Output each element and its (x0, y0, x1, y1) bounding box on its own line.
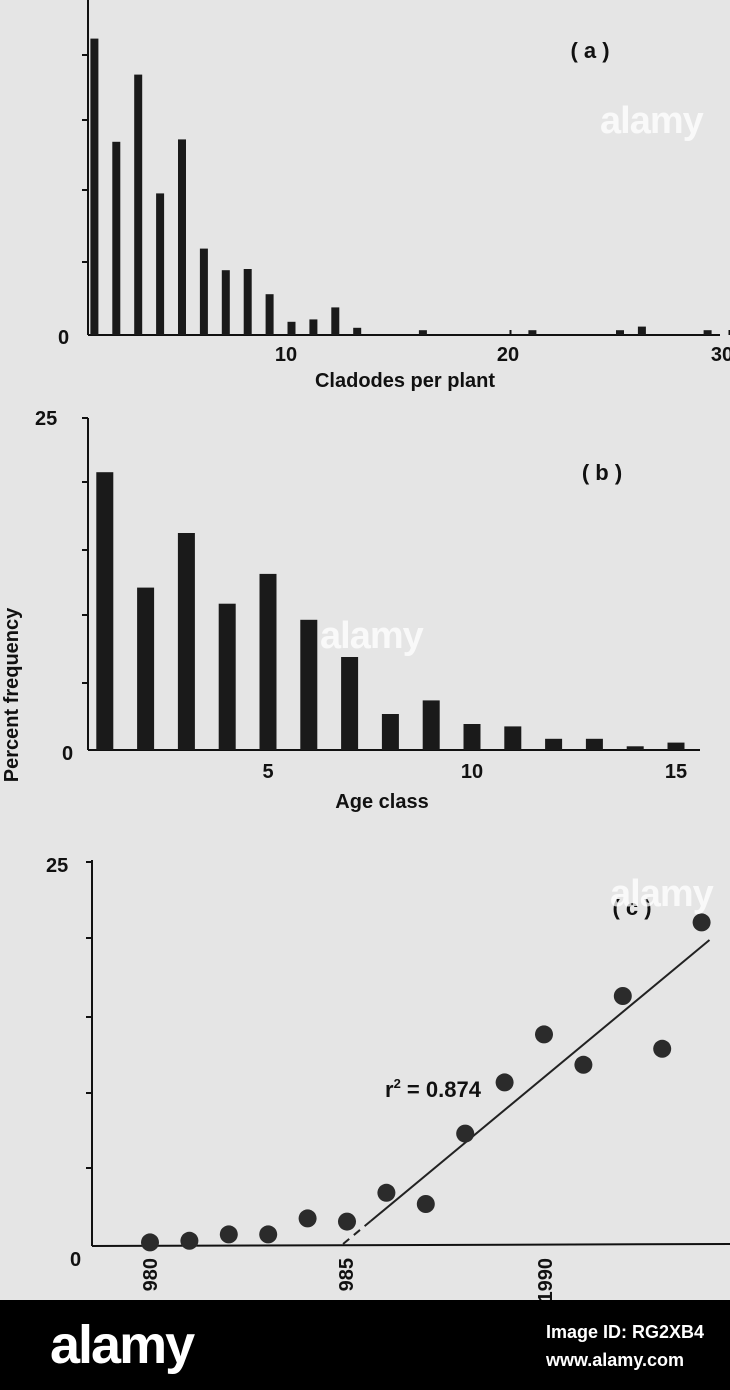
bar (265, 294, 274, 335)
panel-c-x-tick-label: 985 (336, 1258, 358, 1291)
bar (112, 141, 121, 335)
bar (626, 746, 644, 750)
data-point (180, 1231, 199, 1250)
bar (463, 724, 481, 750)
bar (309, 319, 318, 335)
data-point (298, 1209, 317, 1228)
image-id-text: Image ID: RG2XB4 (545, 1322, 704, 1342)
bar (341, 657, 359, 750)
regression-line-dashed-segment (342, 1220, 372, 1245)
panel-c-y-tick-label: 0 (70, 1249, 81, 1271)
bar (585, 738, 603, 750)
image-id-block: Image ID: RG2XB4 www.alamy.com (546, 1318, 704, 1374)
bar (178, 139, 186, 335)
r-squared-value: = 0.874 (401, 1077, 482, 1102)
panel-b-x-axis-title: Age class (335, 791, 428, 813)
panel-c-x-tick-label: 980 (140, 1258, 162, 1291)
bar (177, 533, 195, 750)
bar (259, 573, 277, 750)
bar (637, 326, 646, 335)
panel-a-x-tick-label: 20 (497, 344, 519, 366)
y-axis-title-percent-frequency: Percent frequency (1, 607, 23, 782)
bar (418, 330, 427, 335)
data-point (416, 1195, 435, 1213)
data-point (377, 1183, 396, 1202)
watermark-text: alamy (600, 100, 704, 142)
bar (218, 603, 236, 750)
panel-b-x-tick-label: 15 (665, 761, 687, 783)
panel-a-label: ( a ) (570, 38, 609, 63)
panel-b-y-tick-label: 25 (35, 408, 57, 430)
bar (381, 714, 399, 750)
bar (616, 330, 624, 335)
panel-b-y-tick-label: 0 (62, 743, 73, 765)
bar (134, 74, 143, 335)
bar (667, 742, 685, 750)
bar (137, 587, 155, 750)
panel-c-scatter-chart: 25 0 980 985 1990 ( c ) r2 = 0.874 (46, 855, 730, 1300)
panel-a-cladodes-chart: 0 10 20 30 Cladodes per plant ( a ) (58, 0, 730, 392)
bar (287, 321, 296, 335)
data-point (456, 1124, 475, 1143)
panel-a-x-axis-title: Cladodes per plant (315, 370, 495, 392)
bar (353, 327, 362, 335)
data-point (613, 987, 632, 1005)
r-squared-superscript: 2 (394, 1076, 401, 1091)
bar (703, 330, 712, 335)
data-point (338, 1212, 356, 1231)
r-squared-annotation: r2 = 0.874 (385, 1076, 482, 1102)
data-point (219, 1225, 238, 1244)
watermark-text: alamy (610, 873, 714, 915)
watermark-text: alamy (320, 615, 424, 657)
bar (545, 738, 563, 750)
panel-c-y-tick-label: 25 (46, 855, 68, 877)
panel-a-x-tick-label: 10 (275, 344, 297, 366)
r-squared-r: r (385, 1077, 394, 1102)
bar (90, 38, 99, 335)
data-point (535, 1025, 553, 1044)
bar (199, 248, 208, 335)
figure: 0 10 20 30 Cladodes per plant ( a ) 25 0… (0, 0, 730, 1300)
panel-c-label: ( c ) (612, 895, 651, 920)
panel-c-x-tick-label: 1990 (535, 1258, 557, 1300)
bar (331, 307, 340, 335)
alamy-logo: alamy (50, 1315, 195, 1375)
bar (504, 726, 522, 750)
panel-b-x-tick-label: 5 (262, 761, 273, 783)
bar (300, 619, 318, 750)
data-point (141, 1233, 159, 1252)
footer-bar: alamy Image ID: RG2XB4 www.alamy.com (0, 1300, 730, 1390)
panel-a-x-tick-label: 30 (711, 344, 730, 366)
panel-a-y-tick-label: 0 (58, 327, 69, 349)
data-point (653, 1039, 672, 1058)
website-url: www.alamy.com (545, 1350, 685, 1370)
data-point (692, 913, 711, 932)
bar (96, 472, 114, 750)
bar (528, 330, 537, 335)
bar (243, 269, 252, 335)
bar (221, 270, 230, 335)
panel-b-age-class-chart: 25 0 5 10 15 Age class ( b ) Percent fre… (1, 408, 700, 813)
bar (422, 700, 440, 750)
data-point (259, 1225, 278, 1244)
bar (156, 193, 165, 335)
data-point (495, 1073, 514, 1092)
chart-canvas: 0 10 20 30 Cladodes per plant ( a ) 25 0… (1, 0, 730, 1300)
panel-b-x-tick-label: 10 (461, 761, 483, 783)
panel-c-x-axis (91, 1243, 730, 1247)
data-point (574, 1055, 593, 1074)
panel-b-label: ( b ) (582, 460, 622, 485)
regression-line (370, 939, 711, 1222)
